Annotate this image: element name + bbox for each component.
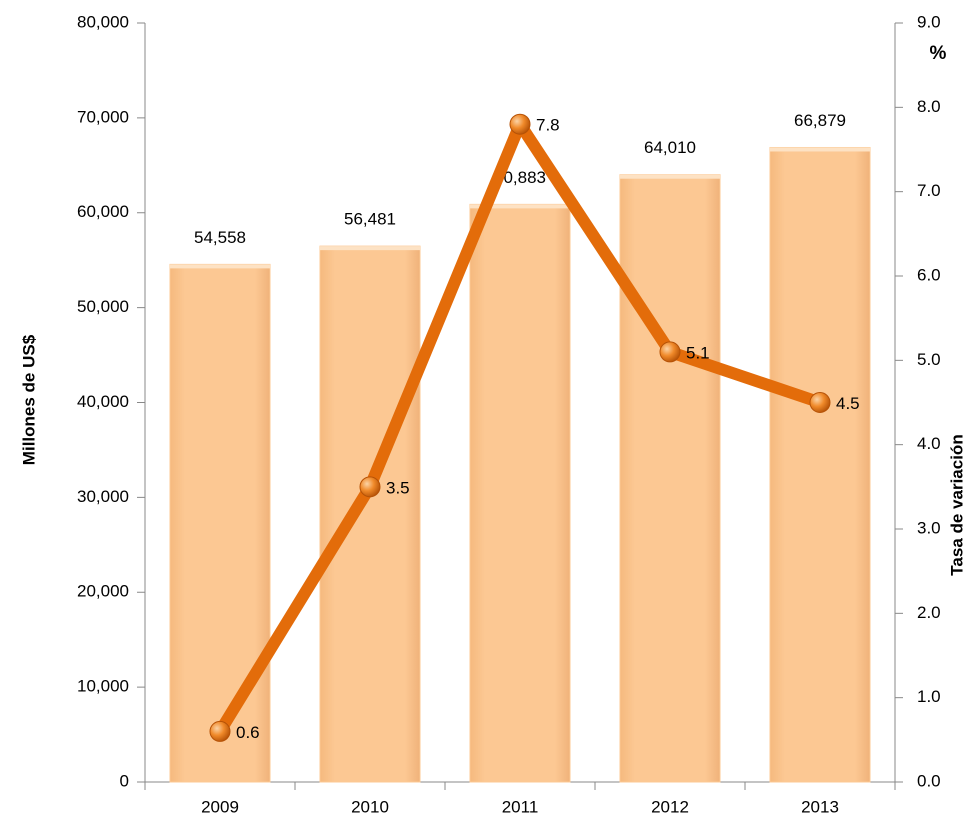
x-tick-label: 2009 [201,797,239,816]
bar [469,203,571,783]
y2-tick-label: 6.0 [917,265,941,284]
line-marker [209,720,231,742]
line-value-label: 4.5 [836,394,860,413]
y2-tick-label: 8.0 [917,97,941,116]
line-marker [359,476,381,498]
x-tick-label: 2013 [801,797,839,816]
y2-tick-label: 4.0 [917,434,941,453]
y2-tick-label: 3.0 [917,518,941,537]
x-tick-label: 2011 [502,797,539,816]
y2-tick-label: 0.0 [917,771,941,790]
line-marker [809,392,831,413]
x-tick-label: 2012 [651,797,689,816]
line-value-label: 3.5 [386,478,410,497]
line-marker [509,113,531,135]
line-value-label: 7.8 [536,116,560,135]
bar [169,263,271,783]
y-tick-label: 10,000 [77,677,129,696]
y2-tick-label: 9.0 [917,12,941,31]
y2-axis-label: Tasa de variación [947,434,966,575]
bar-value-label: 60,883 [494,168,546,187]
bar-top [170,264,270,269]
bar [319,245,421,783]
x-ticks [144,782,896,790]
bar-value-label: 66,879 [794,111,846,130]
y2-tick-label: 5.0 [917,350,941,369]
bar-top [770,147,870,152]
bar-top [620,174,720,179]
bar-value-label: 64,010 [644,138,696,157]
y-tick-label: 60,000 [77,202,129,221]
y-tick-label: 20,000 [77,582,129,601]
line-marker [659,341,681,363]
y-tick-label: 40,000 [77,392,129,411]
bar-top [470,204,570,209]
bar [619,174,721,783]
x-tick-label: 2010 [351,797,389,816]
y-tick-label: 0 [120,771,129,790]
bar-value-label: 54,558 [194,228,246,247]
y-axis-label: Millones de US$ [19,334,38,465]
bar [769,146,871,783]
y-tick-label: 50,000 [77,297,129,316]
bar-value-label: 56,481 [344,210,396,229]
y2-tick-label: 1.0 [917,687,941,706]
y-tick-label: 70,000 [77,107,129,126]
y-tick-label: 80,000 [77,12,129,31]
y-tick-label: 30,000 [77,487,129,506]
line-value-label: 5.1 [686,343,710,362]
y2-unit: % [930,43,947,64]
y2-tick-label: 2.0 [917,603,941,622]
y2-tick-label: 7.0 [917,181,941,200]
bar-top [320,246,420,251]
line-value-label: 0.6 [236,723,260,742]
